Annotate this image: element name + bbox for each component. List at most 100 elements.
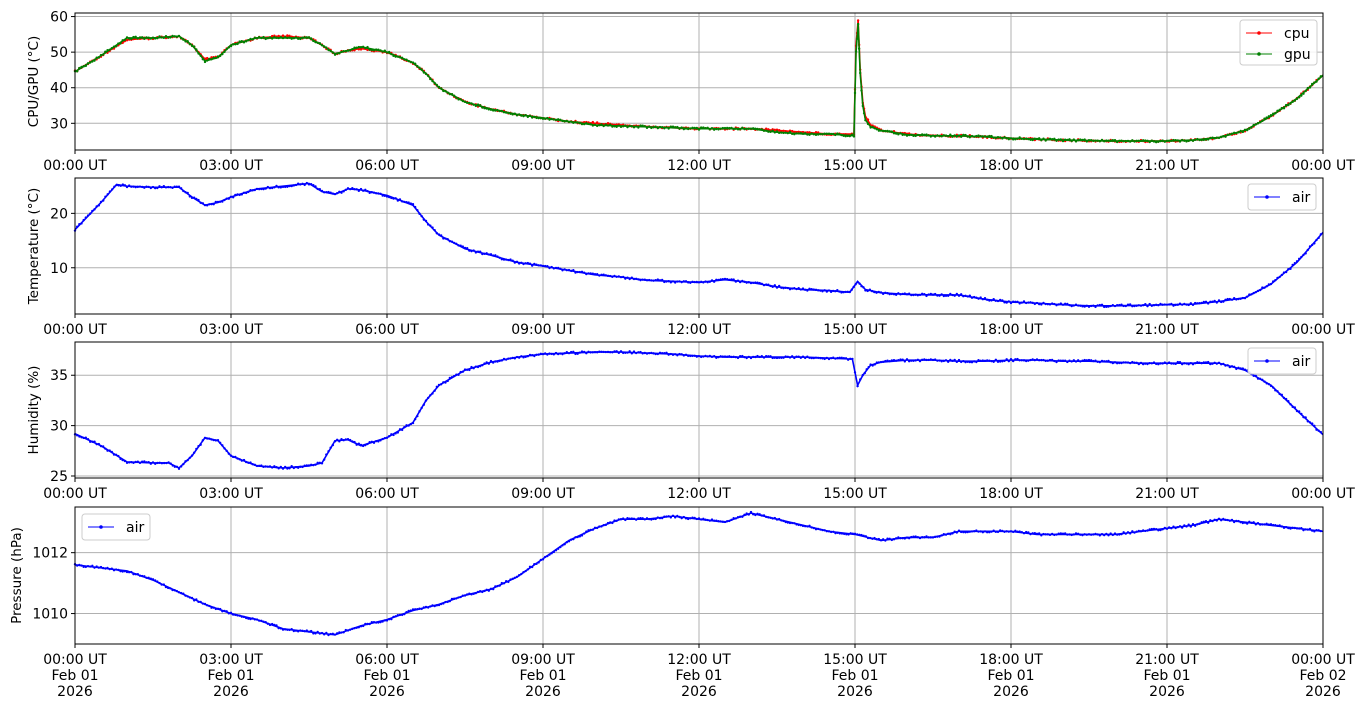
data-point — [1135, 361, 1138, 365]
data-point — [1265, 285, 1268, 288]
y-axis-label: Pressure (hPa) — [9, 527, 25, 624]
data-point — [1297, 410, 1301, 413]
data-point — [1243, 296, 1247, 300]
data-point — [444, 237, 447, 240]
data-point — [715, 519, 718, 522]
data-point — [569, 120, 573, 123]
data-point — [1250, 521, 1253, 525]
data-point — [279, 627, 283, 630]
data-point — [634, 351, 638, 355]
data-point — [1037, 359, 1041, 362]
data-point — [567, 120, 571, 124]
data-point — [1256, 377, 1260, 380]
data-point — [528, 114, 532, 118]
data-point — [736, 516, 740, 519]
data-point — [1300, 412, 1303, 416]
data-point — [920, 133, 924, 136]
data-point — [498, 584, 501, 587]
data-point — [643, 278, 647, 281]
data-point — [851, 357, 854, 361]
data-point — [1196, 137, 1199, 141]
data-point — [1092, 359, 1095, 363]
data-point — [730, 518, 733, 522]
data-point — [1120, 139, 1123, 142]
data-point — [931, 134, 935, 137]
data-point — [210, 606, 213, 609]
data-point — [873, 363, 876, 366]
data-point — [1180, 362, 1184, 366]
data-point — [197, 198, 200, 202]
data-point — [574, 352, 577, 356]
legend: air — [1247, 183, 1317, 211]
data-point — [344, 438, 348, 441]
data-point — [416, 208, 419, 212]
data-point — [244, 191, 248, 195]
data-point — [803, 132, 807, 135]
data-point — [1081, 533, 1084, 537]
data-point — [656, 516, 660, 519]
data-point — [1180, 303, 1184, 306]
data-point — [630, 352, 634, 355]
data-point — [1267, 115, 1271, 118]
data-point — [1014, 529, 1017, 533]
data-point — [626, 517, 629, 520]
data-point — [704, 354, 707, 358]
data-point — [255, 464, 259, 468]
data-point — [400, 428, 404, 432]
data-point — [368, 48, 371, 51]
data-point — [808, 524, 811, 528]
data-point — [567, 268, 571, 272]
data-point — [255, 36, 259, 40]
data-point — [1230, 365, 1234, 368]
data-point — [1137, 529, 1141, 533]
data-point — [959, 360, 963, 364]
data-point — [1152, 140, 1156, 143]
data-point — [552, 118, 556, 121]
data-point — [1044, 139, 1047, 142]
data-point — [1161, 362, 1164, 365]
data-point — [1024, 301, 1028, 305]
data-point — [715, 356, 718, 359]
data-point — [790, 287, 794, 290]
data-point — [320, 631, 324, 635]
data-point — [424, 72, 428, 76]
data-point — [95, 205, 98, 208]
data-point — [927, 536, 930, 539]
data-point — [266, 185, 270, 189]
data-point — [762, 356, 766, 359]
data-point — [994, 358, 998, 361]
data-point — [565, 541, 569, 544]
data-point — [799, 288, 803, 291]
data-point — [149, 186, 153, 190]
data-point — [706, 355, 709, 358]
data-point — [270, 186, 274, 190]
data-point — [1131, 530, 1134, 533]
data-point — [1022, 532, 1026, 535]
data-point — [322, 458, 326, 461]
data-point — [221, 610, 224, 613]
data-point — [1258, 288, 1262, 292]
data-point — [673, 353, 677, 356]
data-point — [205, 604, 209, 607]
data-point — [212, 203, 215, 206]
data-point — [853, 371, 857, 374]
data-point — [964, 294, 967, 297]
data-point — [1076, 359, 1080, 362]
data-point — [1118, 303, 1121, 307]
data-point — [465, 368, 469, 371]
data-point — [229, 611, 233, 615]
data-point — [834, 357, 837, 360]
data-point — [790, 355, 794, 358]
data-point — [99, 200, 103, 204]
data-point — [717, 355, 720, 359]
data-point — [91, 209, 94, 213]
data-point — [422, 606, 426, 609]
data-point — [468, 249, 471, 252]
data-point — [715, 127, 718, 131]
data-point — [372, 49, 376, 52]
data-point — [80, 564, 83, 567]
data-point — [1306, 528, 1310, 531]
data-point — [1007, 359, 1011, 363]
data-point — [1053, 137, 1056, 140]
data-point — [184, 40, 187, 43]
